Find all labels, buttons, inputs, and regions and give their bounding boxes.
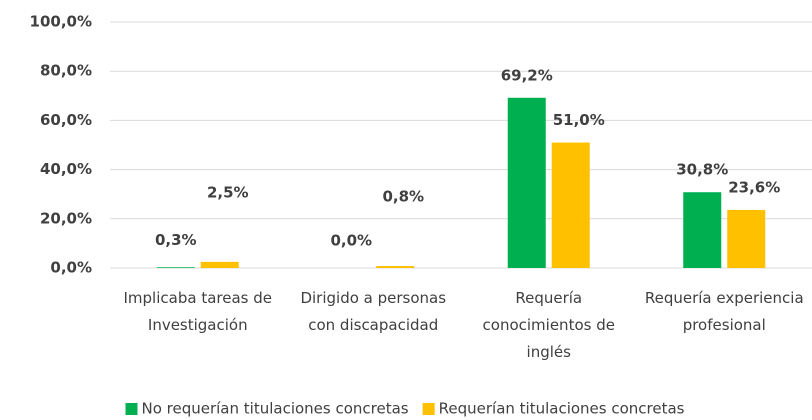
- y-tick-label: 60,0%: [40, 111, 92, 129]
- legend-label: Requerían titulaciones concretas: [439, 400, 685, 418]
- x-tick-label: Implicaba tareas de Investigación: [123, 289, 272, 334]
- data-label: 23,6%: [728, 178, 780, 196]
- data-label: 69,2%: [501, 66, 553, 84]
- x-tick-label: Requería experiencia profesional: [644, 289, 804, 334]
- x-tick-label: Requería conocimientos de inglés: [482, 289, 615, 361]
- data-label: 0,0%: [330, 232, 372, 250]
- y-tick-label: 20,0%: [40, 209, 92, 227]
- bar: [156, 267, 195, 268]
- legend-swatch: [125, 403, 138, 415]
- y-tick-label: 40,0%: [40, 160, 92, 178]
- legend-label: No requerían titulaciones concretas: [141, 400, 408, 418]
- data-label: 51,0%: [553, 111, 605, 129]
- bar: [507, 97, 546, 268]
- bar: [551, 142, 590, 268]
- data-label: 2,5%: [207, 183, 249, 201]
- bar: [200, 261, 239, 268]
- bar: [683, 192, 722, 268]
- bar: [376, 266, 415, 268]
- data-label: 30,8%: [676, 161, 728, 179]
- legend-swatch: [422, 403, 435, 415]
- y-tick-label: 80,0%: [40, 62, 92, 80]
- data-label: 0,3%: [155, 231, 197, 249]
- x-tick-label: Dirigido a personas con discapacidad: [300, 289, 447, 334]
- y-tick-label: 0,0%: [50, 259, 92, 277]
- bar: [727, 209, 766, 268]
- data-label: 0,8%: [382, 188, 424, 206]
- y-tick-label: 100,0%: [30, 13, 92, 31]
